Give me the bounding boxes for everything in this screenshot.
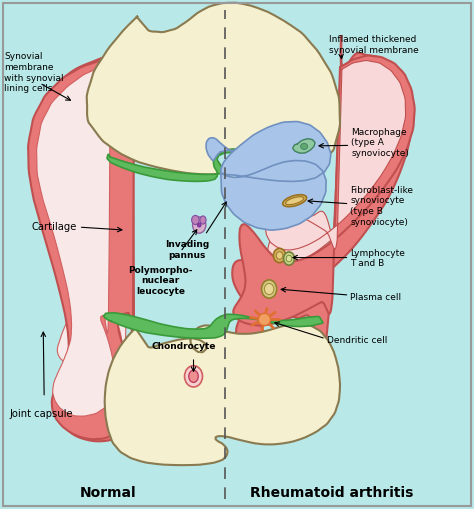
PathPatch shape [87,3,340,175]
PathPatch shape [36,67,128,416]
Ellipse shape [189,370,198,382]
Text: Normal: Normal [80,486,137,500]
Ellipse shape [301,144,308,150]
Ellipse shape [285,197,304,205]
Text: Synovial
membrane
with synovial
lining cells: Synovial membrane with synovial lining c… [4,52,64,93]
PathPatch shape [105,324,340,465]
Polygon shape [31,37,134,441]
Polygon shape [232,35,411,354]
Ellipse shape [184,365,202,387]
Polygon shape [47,41,128,362]
Polygon shape [268,49,400,268]
Text: Invading
pannus: Invading pannus [165,240,210,260]
Ellipse shape [197,223,201,227]
Ellipse shape [286,255,292,262]
Text: Rheumatoid arthritis: Rheumatoid arthritis [250,486,413,500]
PathPatch shape [233,55,415,326]
PathPatch shape [206,138,325,163]
PathPatch shape [28,60,134,439]
Ellipse shape [283,195,307,207]
PathPatch shape [221,122,331,230]
Text: Macrophage
(type A
synoviocyte): Macrophage (type A synoviocyte) [351,128,409,158]
Text: Polymorpho-
nuclear
leucocyte: Polymorpho- nuclear leucocyte [128,266,193,296]
Ellipse shape [262,280,277,298]
Text: Lymphocyte
T and B: Lymphocyte T and B [350,249,405,268]
PathPatch shape [104,313,323,338]
Text: Fibroblast-like
synoviocyte
(type B
synoviocyte): Fibroblast-like synoviocyte (type B syno… [350,186,413,227]
Ellipse shape [192,217,206,233]
Ellipse shape [200,216,206,224]
Ellipse shape [273,248,286,263]
Ellipse shape [276,252,283,259]
Ellipse shape [191,215,199,224]
Text: Plasma cell: Plasma cell [350,293,401,302]
Text: Cartilage: Cartilage [31,221,77,232]
PathPatch shape [293,139,315,153]
Ellipse shape [264,284,274,295]
Ellipse shape [258,314,271,326]
Text: Inflamed thickened
synovial membrane: Inflamed thickened synovial membrane [329,36,419,55]
PathPatch shape [107,149,324,181]
Ellipse shape [283,252,294,265]
Text: Dendritic cell: Dendritic cell [327,336,387,345]
Text: Joint capsule: Joint capsule [9,409,73,419]
Text: Chondrocyte: Chondrocyte [152,342,216,351]
PathPatch shape [265,61,406,250]
